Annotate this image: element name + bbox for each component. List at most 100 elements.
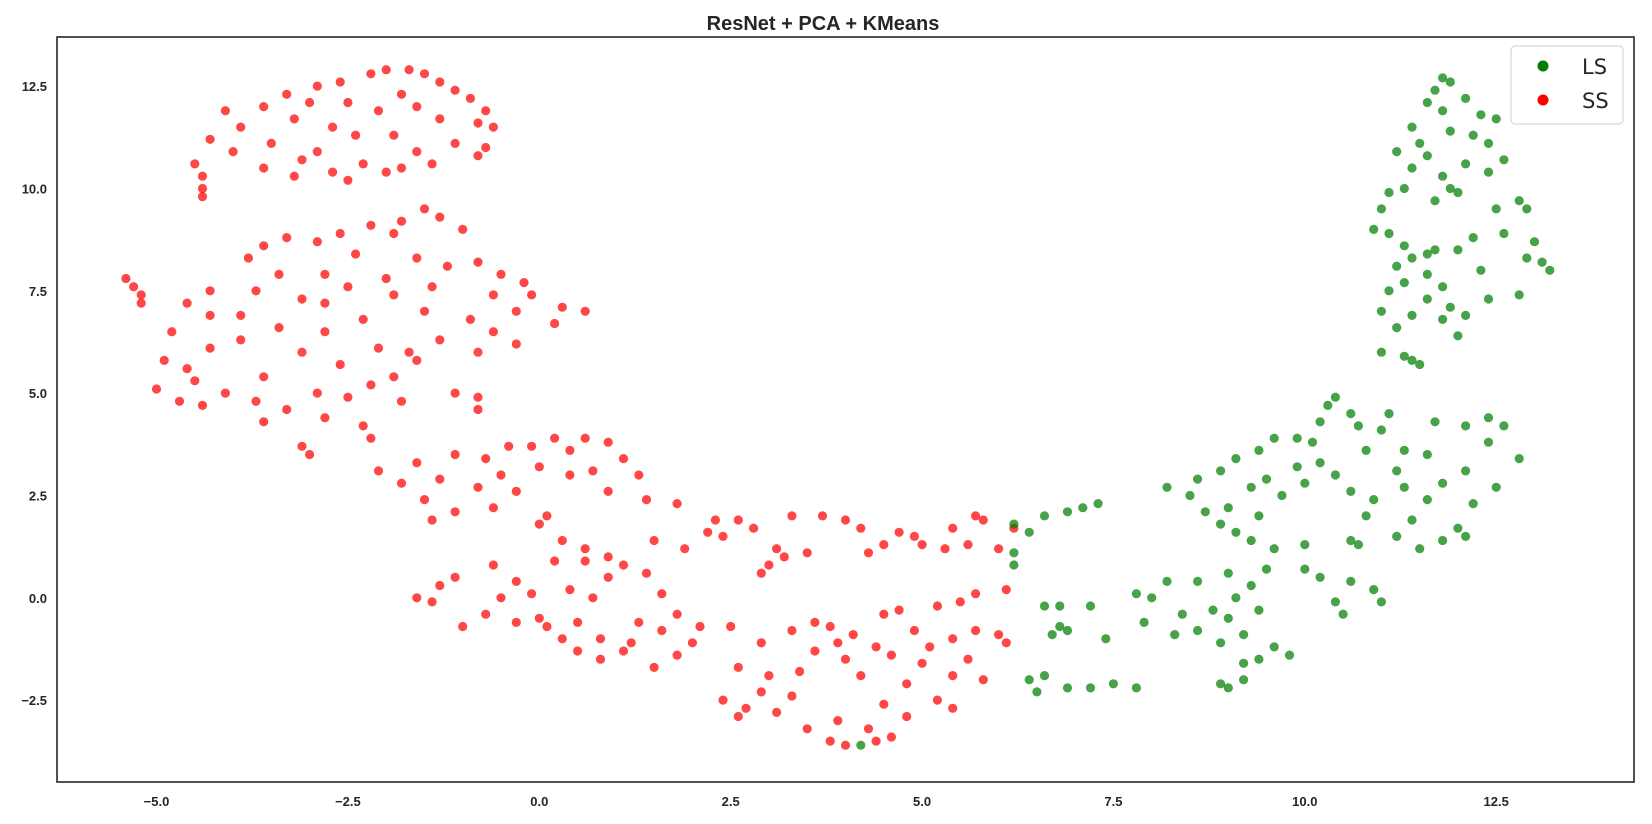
data-point-ss bbox=[473, 404, 483, 415]
plot-area bbox=[121, 65, 1555, 750]
data-point-ss bbox=[879, 609, 889, 619]
data-point-ss bbox=[197, 183, 208, 194]
data-point-ls bbox=[1407, 163, 1417, 173]
data-point-ss bbox=[396, 478, 407, 488]
data-point-ss bbox=[381, 65, 391, 75]
data-point-ls bbox=[1223, 683, 1233, 693]
data-point-ls bbox=[1514, 196, 1524, 206]
data-point-ss bbox=[174, 396, 185, 406]
data-point-ls bbox=[1193, 474, 1203, 484]
data-point-ls bbox=[1162, 482, 1172, 492]
data-point-ss bbox=[190, 376, 200, 386]
data-point-ss bbox=[251, 396, 261, 406]
data-point-ss bbox=[220, 106, 230, 116]
data-point-ls bbox=[1239, 658, 1249, 668]
data-point-ss bbox=[618, 454, 629, 464]
data-point-ls bbox=[1361, 445, 1371, 455]
data-point-ls bbox=[1399, 445, 1409, 455]
data-point-ls bbox=[1062, 683, 1073, 693]
data-point-ls bbox=[1216, 519, 1226, 529]
data-point-ss bbox=[343, 97, 353, 108]
data-point-ss bbox=[427, 159, 437, 169]
x-tick-label: 12.5 bbox=[1484, 794, 1509, 809]
data-point-ss bbox=[756, 568, 766, 578]
data-point-ls bbox=[1445, 126, 1455, 136]
y-tick-label: 2.5 bbox=[29, 488, 47, 503]
data-point-ss bbox=[435, 212, 445, 222]
y-tick-label: 5.0 bbox=[29, 386, 47, 401]
data-point-ls bbox=[1346, 486, 1356, 496]
data-point-ss bbox=[320, 269, 330, 279]
data-point-ls bbox=[1261, 564, 1272, 574]
data-point-ls bbox=[1231, 454, 1241, 464]
data-point-ss bbox=[366, 69, 376, 79]
data-point-ss bbox=[588, 593, 598, 603]
data-point-ss bbox=[634, 617, 644, 628]
data-point-ss bbox=[994, 544, 1004, 554]
data-point-ss bbox=[197, 400, 208, 410]
data-point-ss bbox=[305, 97, 315, 108]
data-point-ss bbox=[971, 625, 981, 636]
data-point-ls bbox=[1376, 425, 1386, 435]
data-point-ls bbox=[1315, 458, 1325, 468]
data-point-ls bbox=[1468, 233, 1478, 243]
data-point-ls bbox=[1376, 597, 1386, 607]
data-point-ss bbox=[236, 310, 246, 320]
data-point-ls bbox=[1055, 601, 1065, 611]
data-point-ss bbox=[259, 417, 269, 427]
data-point-ss bbox=[351, 130, 361, 140]
data-point-ls bbox=[1254, 511, 1264, 521]
data-point-ls bbox=[1369, 224, 1379, 234]
data-point-ss bbox=[488, 290, 498, 300]
data-point-ss bbox=[412, 355, 422, 365]
data-point-ls bbox=[1085, 601, 1096, 611]
data-point-ls bbox=[1024, 675, 1034, 685]
data-point-ss bbox=[419, 306, 430, 316]
data-point-ls bbox=[1039, 511, 1050, 521]
data-point-ls bbox=[1292, 462, 1302, 472]
data-point-ss bbox=[955, 597, 965, 607]
data-point-ss bbox=[534, 519, 544, 529]
data-point-ss bbox=[810, 646, 820, 656]
data-point-ss bbox=[473, 118, 483, 128]
data-point-ss bbox=[542, 621, 552, 632]
data-point-ss bbox=[320, 413, 330, 423]
data-point-ss bbox=[335, 228, 345, 239]
data-point-ss bbox=[389, 228, 399, 239]
data-point-ss bbox=[129, 282, 139, 292]
data-point-ls bbox=[1453, 523, 1463, 533]
data-point-ss bbox=[465, 314, 475, 324]
data-point-ss bbox=[527, 290, 537, 300]
data-point-ss bbox=[772, 707, 782, 718]
data-point-ss bbox=[511, 306, 521, 316]
data-point-ss bbox=[366, 380, 376, 390]
data-point-ss bbox=[328, 167, 338, 177]
data-point-ss bbox=[297, 294, 307, 304]
data-point-ss bbox=[573, 646, 583, 656]
data-point-ls bbox=[1445, 302, 1455, 312]
data-point-ss bbox=[312, 237, 322, 247]
data-point-ss bbox=[978, 515, 988, 525]
data-point-ls bbox=[1445, 183, 1455, 194]
data-point-ss bbox=[756, 638, 766, 648]
data-point-ls bbox=[1384, 187, 1394, 198]
data-point-ss bbox=[557, 302, 567, 312]
data-point-ls bbox=[1254, 445, 1264, 455]
data-point-ss bbox=[496, 269, 506, 279]
data-point-ss bbox=[274, 323, 284, 333]
data-point-ls bbox=[1284, 650, 1295, 660]
legend-marker-ls bbox=[1537, 60, 1549, 72]
data-point-ls bbox=[1369, 585, 1379, 595]
data-point-ss bbox=[733, 662, 743, 673]
data-point-ss bbox=[733, 711, 743, 722]
data-point-ss bbox=[565, 585, 575, 595]
data-point-ss bbox=[733, 515, 743, 525]
data-point-ls bbox=[1461, 93, 1471, 103]
data-point-ss bbox=[1001, 585, 1011, 595]
x-tick-label: 5.0 bbox=[913, 794, 931, 809]
data-point-ss bbox=[603, 552, 613, 562]
data-point-ls bbox=[1483, 413, 1494, 423]
data-point-ls bbox=[1438, 314, 1448, 324]
data-point-ls bbox=[1009, 560, 1019, 570]
data-point-ss bbox=[840, 515, 851, 525]
